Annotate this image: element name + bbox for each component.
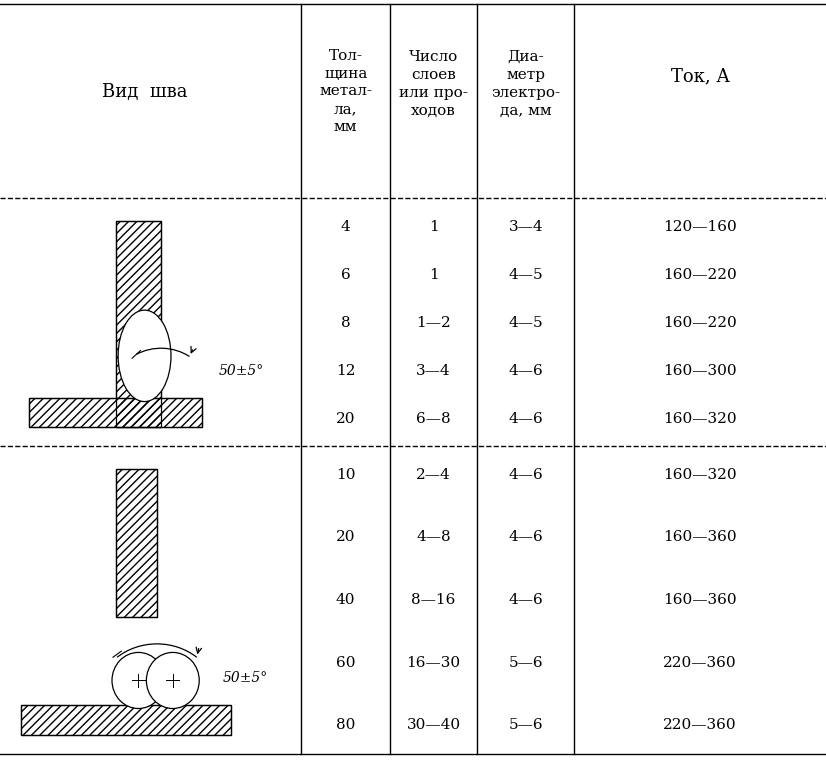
Text: 16—30: 16—30 bbox=[406, 656, 461, 670]
Text: Число
слоев
или про-
ходов: Число слоев или про- ходов bbox=[399, 50, 468, 117]
Text: Ток, А: Ток, А bbox=[671, 67, 729, 85]
Text: 160—360: 160—360 bbox=[663, 593, 737, 607]
Text: 6—8: 6—8 bbox=[416, 412, 451, 426]
Text: 120—160: 120—160 bbox=[663, 220, 737, 234]
Text: 5—6: 5—6 bbox=[509, 719, 543, 732]
Text: 4—6: 4—6 bbox=[508, 412, 544, 426]
Ellipse shape bbox=[112, 652, 165, 709]
Bar bbox=[21, 705, 231, 735]
Text: 6: 6 bbox=[341, 268, 350, 282]
Text: 2—4: 2—4 bbox=[416, 468, 451, 482]
Bar bbox=[116, 469, 157, 617]
Ellipse shape bbox=[146, 652, 199, 709]
Text: 10: 10 bbox=[336, 468, 355, 482]
Text: 1: 1 bbox=[429, 268, 439, 282]
Text: 8—16: 8—16 bbox=[411, 593, 456, 607]
Bar bbox=[116, 469, 157, 617]
Text: 8: 8 bbox=[341, 316, 350, 330]
Text: 160—220: 160—220 bbox=[663, 268, 737, 282]
Text: 160—300: 160—300 bbox=[663, 364, 737, 378]
Text: 4—5: 4—5 bbox=[509, 268, 543, 282]
Text: 4: 4 bbox=[341, 220, 350, 234]
Text: 160—320: 160—320 bbox=[663, 468, 737, 482]
Text: 20: 20 bbox=[336, 412, 355, 426]
Text: 3—4: 3—4 bbox=[416, 364, 451, 378]
Text: Диа-
метр
электро-
да, мм: Диа- метр электро- да, мм bbox=[491, 50, 560, 117]
Ellipse shape bbox=[118, 310, 171, 402]
Text: Тол-
щина
метал-
ла,
мм: Тол- щина метал- ла, мм bbox=[319, 49, 373, 134]
Text: 160—320: 160—320 bbox=[663, 412, 737, 426]
Text: 160—360: 160—360 bbox=[663, 530, 737, 544]
Text: 160—220: 160—220 bbox=[663, 316, 737, 330]
Text: 220—360: 220—360 bbox=[663, 719, 737, 732]
Text: 80: 80 bbox=[336, 719, 355, 732]
Text: 1—2: 1—2 bbox=[416, 316, 451, 330]
Bar bbox=[116, 221, 161, 427]
Text: 4—8: 4—8 bbox=[416, 530, 451, 544]
Text: 4—6: 4—6 bbox=[508, 364, 544, 378]
Text: 50±5°: 50±5° bbox=[223, 671, 268, 685]
Text: 20: 20 bbox=[336, 530, 355, 544]
Bar bbox=[21, 705, 231, 735]
Text: 5—6: 5—6 bbox=[509, 656, 543, 670]
Text: Вид  шва: Вид шва bbox=[102, 82, 188, 101]
Bar bbox=[29, 398, 202, 427]
Text: 50±5°: 50±5° bbox=[219, 364, 264, 378]
Bar bbox=[116, 221, 161, 427]
Text: 60: 60 bbox=[336, 656, 355, 670]
Text: 4—5: 4—5 bbox=[509, 316, 543, 330]
Text: 4—6: 4—6 bbox=[508, 593, 544, 607]
Bar bbox=[29, 398, 202, 427]
Text: 12: 12 bbox=[336, 364, 355, 378]
Text: 3—4: 3—4 bbox=[509, 220, 543, 234]
Text: 30—40: 30—40 bbox=[406, 719, 461, 732]
Text: 1: 1 bbox=[429, 220, 439, 234]
Text: 220—360: 220—360 bbox=[663, 656, 737, 670]
Text: 40: 40 bbox=[336, 593, 355, 607]
Text: 4—6: 4—6 bbox=[508, 468, 544, 482]
Text: 4—6: 4—6 bbox=[508, 530, 544, 544]
